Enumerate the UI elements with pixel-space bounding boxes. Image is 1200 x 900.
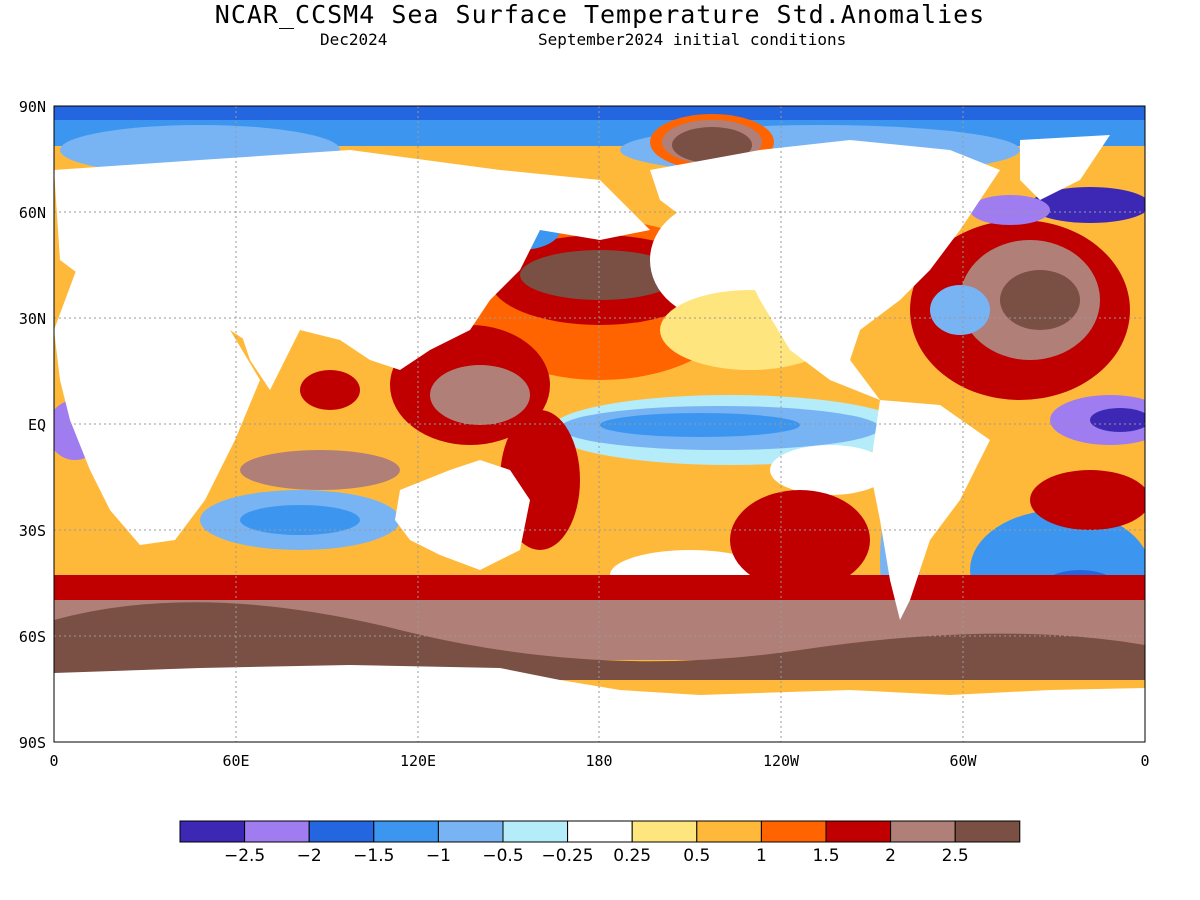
colorbar-swatch — [954, 820, 1021, 843]
lon-tick-180: 180 — [585, 752, 612, 770]
lon-tick-0-right: 0 — [1140, 752, 1149, 770]
colorbar-label: 2.5 — [942, 846, 969, 866]
colorbar-swatch — [631, 820, 698, 843]
colorbar-label: −2.5 — [224, 846, 265, 866]
colorbar-swatch — [373, 820, 439, 843]
colorbar: −2.5 −2 −1.5 −1 −0.5 −0.25 0.25 0.5 1 1.5 2 2.5 — [179, 820, 1021, 866]
colorbar-swatch — [244, 820, 310, 843]
lat-tick-60n: 60N — [19, 204, 46, 222]
colorbar-label: −1 — [426, 846, 451, 866]
lat-tick-labels: 90N 60N 30N EQ 30S 60S 90S — [19, 98, 46, 752]
lon-tick-120w: 120W — [763, 752, 800, 770]
lat-tick-30s: 30S — [19, 522, 46, 540]
colorbar-swatch — [179, 820, 246, 843]
lon-tick-120e: 120E — [400, 752, 436, 770]
forecast-month: Dec2024 — [320, 30, 388, 49]
map-frame — [53, 105, 1146, 743]
lat-tick-eq: EQ — [28, 416, 46, 434]
colorbar-swatch — [760, 820, 827, 843]
colorbar-label: −0.25 — [542, 846, 594, 866]
colorbar-label: −2 — [297, 846, 322, 866]
lat-tick-30n: 30N — [19, 310, 46, 328]
colorbar-label: 0.5 — [683, 846, 710, 866]
colorbar-label: −0.5 — [482, 846, 523, 866]
colorbar-swatch — [308, 820, 375, 843]
colorbar-swatch — [567, 820, 633, 843]
colorbar-swatch — [890, 820, 956, 843]
lon-tick-60w: 60W — [949, 752, 977, 770]
lat-tick-60s: 60S — [19, 628, 46, 646]
lon-tick-labels: 0 60E 120E 180 120W 60W 0 — [49, 752, 1149, 770]
lon-tick-0: 0 — [49, 752, 58, 770]
colorbar-swatch — [825, 820, 892, 843]
colorbar-swatch — [502, 820, 569, 843]
gridlines — [54, 106, 1145, 742]
colorbar-swatch — [437, 820, 504, 843]
colorbar-label: 1.5 — [812, 846, 839, 866]
colorbar-label: 1 — [756, 846, 767, 866]
colorbar-label: 0.25 — [613, 846, 651, 866]
map-title: NCAR_CCSM4 Sea Surface Temperature Std.A… — [214, 0, 986, 29]
colorbar-label: 2 — [885, 846, 896, 866]
colorbar-swatch — [696, 820, 762, 843]
initial-conditions: September2024 initial conditions — [538, 30, 847, 49]
lat-tick-90n: 90N — [19, 98, 46, 116]
lat-tick-90s: 90S — [19, 734, 46, 752]
colorbar-label: −1.5 — [353, 846, 394, 866]
lon-tick-60e: 60E — [222, 752, 249, 770]
